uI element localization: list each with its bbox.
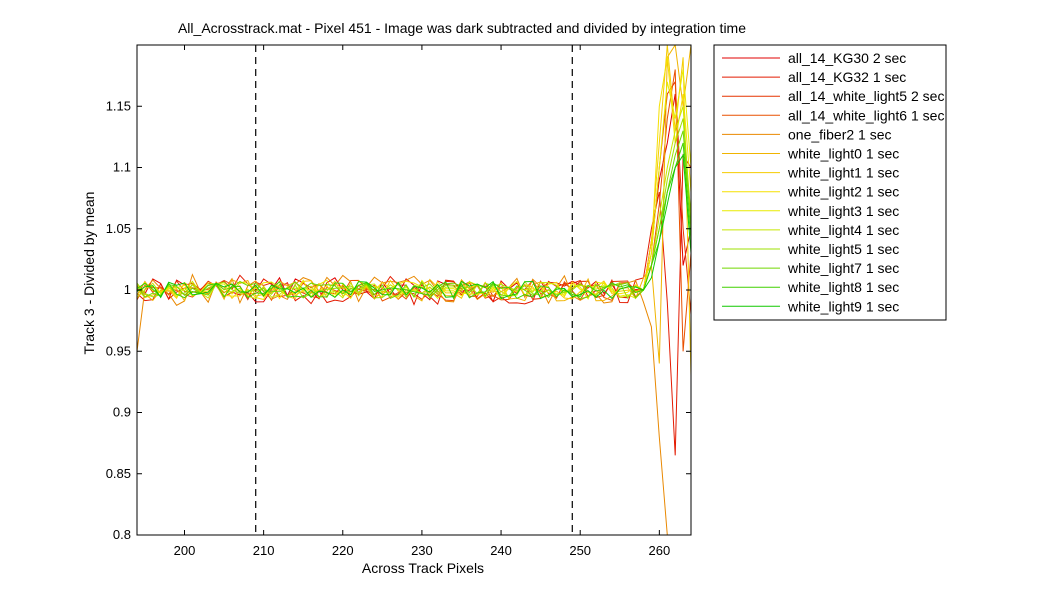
legend-items: all_14_KG30 2 sec all_14_KG32 1 sec all_14… xyxy=(722,50,944,314)
series-line-7 xyxy=(137,45,691,376)
legend-label: all_14_white_light6 1 sec xyxy=(788,107,944,123)
y-tick-label: 0.85 xyxy=(106,466,131,481)
y-tick-label: 1 xyxy=(124,282,131,297)
chart-title: All_Acrosstrack.mat - Pixel 451 - Image … xyxy=(178,20,746,36)
legend-label: all_14_KG32 1 sec xyxy=(788,69,906,85)
series-line-13 xyxy=(137,142,691,300)
legend-label: all_14_KG30 2 sec xyxy=(788,50,906,66)
y-tick-label: 1.15 xyxy=(106,98,131,113)
series-lines xyxy=(137,45,691,535)
legend-label: white_light1 1 sec xyxy=(787,165,899,181)
x-tick-label: 240 xyxy=(490,543,512,558)
legend-label: white_light4 1 sec xyxy=(787,222,899,238)
series-line-12 xyxy=(137,130,691,300)
x-tick-label: 220 xyxy=(332,543,354,558)
y-tick-label: 0.95 xyxy=(106,343,131,358)
legend-label: white_light2 1 sec xyxy=(787,184,899,200)
y-axis-label: Track 3 - Divided by mean xyxy=(81,192,97,355)
series-line-14 xyxy=(137,153,691,300)
x-tick-label: 210 xyxy=(253,543,275,558)
x-axis-label: Across Track Pixels xyxy=(362,560,484,576)
y-axis: 0.8 0.85 0.9 0.95 1 1.05 1.1 1.15 xyxy=(106,98,691,542)
series-line-10 xyxy=(137,106,691,300)
legend-box xyxy=(713,44,947,321)
legend-label: white_light9 1 sec xyxy=(787,298,899,314)
plot-area xyxy=(136,44,692,536)
y-tick-label: 0.8 xyxy=(113,527,131,542)
legend-label: white_light0 1 sec xyxy=(787,146,899,162)
x-axis: 200 210 220 230 240 250 260 xyxy=(174,45,670,558)
legend-label: white_light5 1 sec xyxy=(787,241,899,257)
legend-label: all_14_white_light5 2 sec xyxy=(788,88,944,104)
x-tick-label: 200 xyxy=(174,543,196,558)
x-tick-label: 230 xyxy=(411,543,433,558)
x-tick-label: 260 xyxy=(648,543,670,558)
y-tick-label: 1.1 xyxy=(113,160,131,175)
legend: all_14_KG30 2 sec all_14_KG32 1 sec all_14… xyxy=(713,44,947,321)
legend-label: white_light8 1 sec xyxy=(787,279,899,295)
series-line-5 xyxy=(137,273,691,535)
series-line-11 xyxy=(137,118,691,299)
legend-label: one_fiber2 1 sec xyxy=(788,126,892,142)
y-tick-label: 1.05 xyxy=(106,221,131,236)
y-tick-label: 0.9 xyxy=(113,405,131,420)
x-tick-label: 250 xyxy=(569,543,591,558)
legend-label: white_light3 1 sec xyxy=(787,203,899,219)
legend-label: white_light7 1 sec xyxy=(787,260,899,276)
